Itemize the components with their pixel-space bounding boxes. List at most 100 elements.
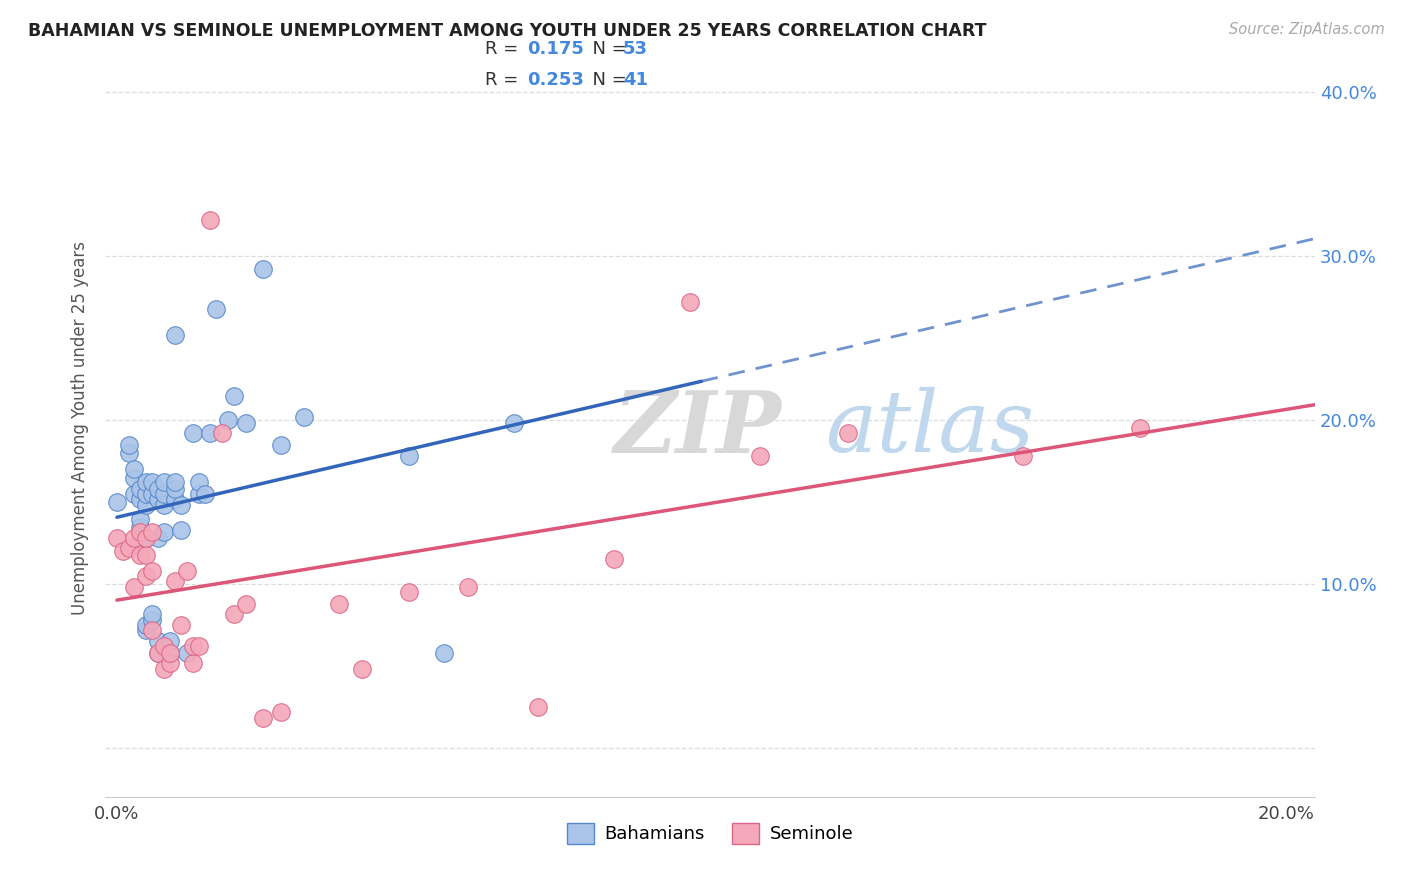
Point [124,487,146,501]
Point [129,511,152,525]
Point [170,523,193,537]
Point [165,574,187,588]
Point [124,470,146,484]
Point [170,618,193,632]
Text: ZIP: ZIP [613,386,782,470]
Point [135,548,157,562]
Point [111,544,134,558]
Point [165,328,187,343]
Point [146,482,169,496]
Point [117,438,139,452]
Point [124,462,146,476]
Point [152,662,174,676]
Point [398,585,420,599]
Text: 0.253: 0.253 [527,71,583,89]
Point [135,618,157,632]
Point [352,662,374,676]
Point [135,475,157,490]
Point [129,482,152,496]
Point [235,597,257,611]
Point [398,449,420,463]
Point [165,482,187,496]
Point [503,417,526,431]
Point [146,634,169,648]
Point [135,531,157,545]
Point [146,646,169,660]
Point [129,519,152,533]
Point [837,426,859,441]
Point [152,499,174,513]
Point [1012,449,1035,463]
Point [135,487,157,501]
Point [159,634,181,648]
Point [526,700,548,714]
Text: R =: R = [485,40,524,58]
Point [152,524,174,539]
Point [141,564,163,578]
Point [141,613,163,627]
Point [165,475,187,490]
Point [159,646,181,660]
Point [165,491,187,506]
Point [252,711,274,725]
Point [211,426,233,441]
Point [117,541,139,555]
Point [270,705,292,719]
Point [457,580,479,594]
Point [146,646,169,660]
Point [292,409,315,424]
Point [141,623,163,637]
Point [205,301,228,316]
Point [170,499,193,513]
Text: BAHAMIAN VS SEMINOLE UNEMPLOYMENT AMONG YOUTH UNDER 25 YEARS CORRELATION CHART: BAHAMIAN VS SEMINOLE UNEMPLOYMENT AMONG … [28,22,987,40]
Point [152,640,174,654]
Point [181,656,204,670]
Point [433,646,456,660]
Point [679,295,702,310]
Point [117,446,139,460]
Point [135,569,157,583]
Point [181,640,204,654]
Text: 0.175: 0.175 [527,40,583,58]
Point [270,438,292,452]
Point [124,580,146,594]
Point [124,531,146,545]
Point [141,487,163,501]
Point [1129,421,1152,435]
Point [181,426,204,441]
Point [252,262,274,277]
Text: atlas: atlas [825,387,1035,470]
Point [603,552,626,566]
Point [135,499,157,513]
Point [105,495,128,509]
Text: R =: R = [485,71,524,89]
Point [141,607,163,621]
Text: N =: N = [581,40,633,58]
Point [159,656,181,670]
Point [187,475,209,490]
Point [217,413,239,427]
Point [176,564,198,578]
Point [328,597,350,611]
Text: N =: N = [581,71,633,89]
Point [222,607,245,621]
Point [748,449,770,463]
Point [129,524,152,539]
Point [105,531,128,545]
Point [141,475,163,490]
Text: Source: ZipAtlas.com: Source: ZipAtlas.com [1229,22,1385,37]
Point [200,426,222,441]
Point [222,388,245,402]
Text: 41: 41 [623,71,648,89]
Point [152,487,174,501]
Point [159,646,181,660]
Point [129,548,152,562]
Point [235,417,257,431]
Point [141,524,163,539]
Point [187,640,209,654]
Point [152,475,174,490]
Point [200,213,222,227]
Point [194,487,217,501]
Point [129,491,152,506]
Point [187,487,209,501]
